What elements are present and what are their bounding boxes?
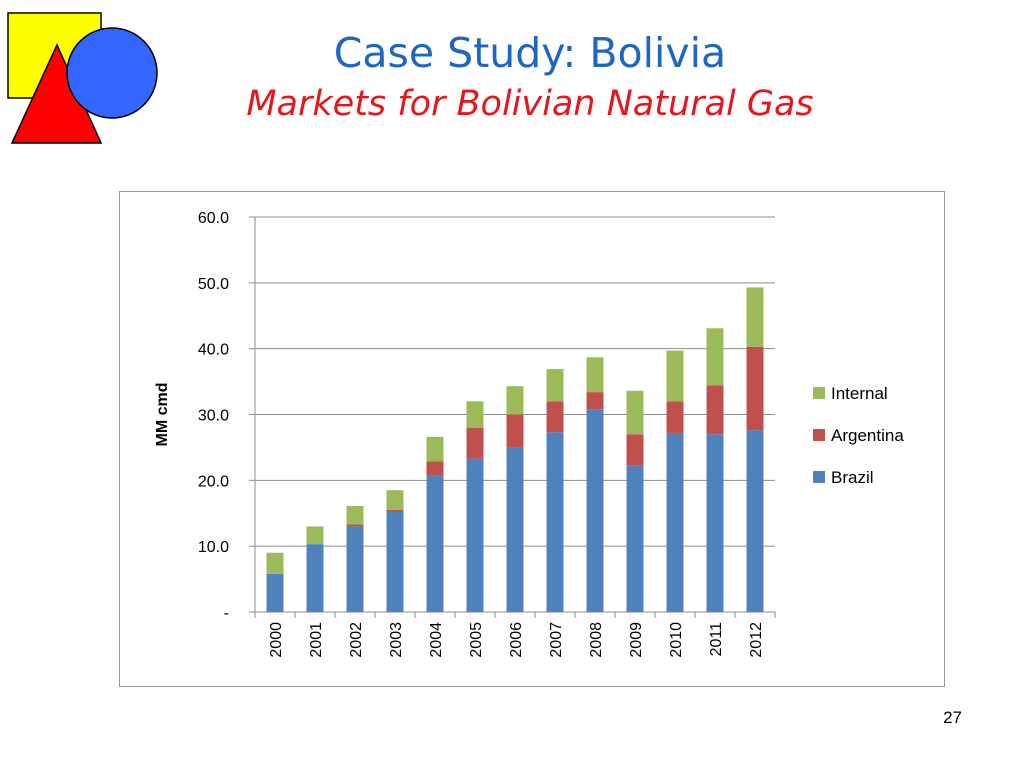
slide-title: Case Study: Bolivia: [333, 29, 727, 77]
legend-label-brazil: Brazil: [831, 468, 874, 487]
bar-argentina-2004: [426, 461, 444, 476]
bar-internal-2001: [306, 526, 324, 545]
x-tick-label: 2011: [708, 622, 725, 657]
y-tick-label: 60.0: [198, 210, 229, 227]
bar-brazil-2009: [626, 465, 644, 612]
bar-brazil-2003: [386, 511, 404, 612]
bar-internal-2006: [506, 386, 524, 415]
bar-internal-2000: [266, 552, 284, 574]
bar-argentina-2009: [626, 434, 644, 466]
slide-subtitle: Markets for Bolivian Natural Gas: [246, 84, 814, 124]
x-tick-label: 2003: [388, 622, 405, 658]
bar-brazil-2001: [306, 544, 324, 612]
legend-label-argentina: Argentina: [831, 426, 904, 445]
bar-internal-2007: [546, 369, 564, 402]
x-tick-label: 2000: [268, 622, 285, 658]
bar-internal-2012: [746, 287, 764, 347]
chart-frame: - 10.0 20.0 30.0 40.0 50.0 60.0 MM cmd 2000 2001 2…: [119, 191, 945, 687]
x-tick-label: 2009: [628, 622, 645, 658]
bar-brazil-2002: [346, 526, 364, 612]
legend-swatch-argentina: [813, 429, 825, 441]
bar-argentina-2007: [546, 401, 564, 433]
x-tick-label: 2007: [548, 622, 565, 658]
bar-argentina-2005: [466, 427, 484, 459]
y-axis-label: MM cmd: [154, 383, 171, 447]
x-tick-label: 2006: [508, 622, 525, 658]
y-tick-label: 50.0: [198, 276, 229, 293]
page-number: 27: [943, 708, 962, 727]
x-tick-label: 2005: [468, 622, 485, 658]
bar-brazil-2006: [506, 447, 524, 612]
bar-argentina-2011: [706, 385, 724, 435]
bar-brazil-2004: [426, 475, 444, 612]
y-tick-label: 10.0: [198, 539, 229, 556]
x-tick-label: 2012: [748, 622, 765, 658]
y-tick-label: 40.0: [198, 342, 229, 359]
bar-argentina-2003: [386, 509, 404, 512]
title-block: Case Study: Bolivia Markets for Bolivian…: [170, 28, 890, 130]
bar-argentina-2008: [586, 392, 604, 410]
bar-internal-2005: [466, 401, 484, 428]
x-tick-label: 2001: [308, 622, 325, 658]
stacked-bar-chart: - 10.0 20.0 30.0 40.0 50.0 60.0 MM cmd 2000 2001 2…: [154, 210, 904, 658]
legend-swatch-brazil: [813, 471, 825, 483]
bar-brazil-2000: [266, 573, 284, 612]
x-tick-label: 2002: [348, 622, 365, 658]
bar-internal-2008: [586, 357, 604, 393]
bar-brazil-2012: [746, 430, 764, 612]
bar-argentina-2006: [506, 414, 524, 448]
legend-label-internal: Internal: [831, 384, 888, 403]
bar-brazil-2008: [586, 409, 604, 612]
bar-argentina-2002: [346, 524, 364, 527]
bar-internal-2004: [426, 436, 444, 462]
bar-internal-2002: [346, 506, 364, 525]
y-tick-label: 20.0: [198, 473, 229, 490]
legend-swatch-internal: [813, 387, 825, 399]
blue-circle-shape: [66, 27, 158, 119]
bar-argentina-2010: [666, 401, 684, 433]
bar-internal-2011: [706, 328, 724, 386]
bar-brazil-2011: [706, 434, 724, 612]
bar-internal-2009: [626, 390, 644, 435]
x-tick-label: 2010: [668, 622, 685, 658]
bar-internal-2010: [666, 350, 684, 402]
y-tick-label: 30.0: [198, 408, 229, 425]
bar-brazil-2010: [666, 432, 684, 612]
bar-internal-2003: [386, 490, 404, 510]
x-tick-label: 2004: [428, 622, 445, 658]
bar-argentina-2012: [746, 346, 764, 431]
bar-brazil-2007: [546, 432, 564, 612]
bar-brazil-2005: [466, 458, 484, 612]
x-tick-label: 2008: [588, 622, 605, 658]
y-tick-label: -: [224, 605, 229, 622]
logo-shapes: [7, 12, 158, 144]
